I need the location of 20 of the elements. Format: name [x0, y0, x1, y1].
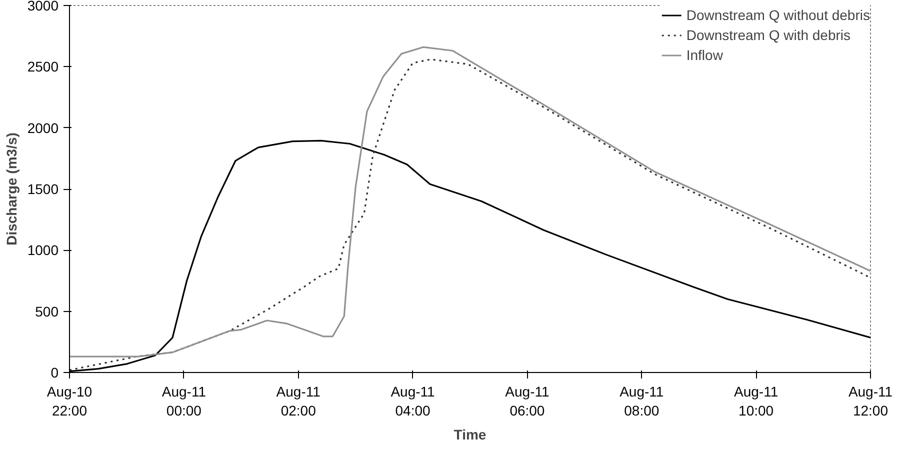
x-tick-label: Aug-11 08:00	[620, 384, 664, 419]
legend-label: Inflow	[686, 47, 723, 63]
y-tick-label: 1000	[27, 242, 59, 258]
y-tick-label: 2000	[27, 120, 59, 136]
y-tick-label: 500	[35, 303, 59, 320]
x-tick-label: Aug-11 06:00	[505, 384, 550, 419]
x-tick-label: Aug-11 10:00	[734, 384, 778, 419]
legend-label: Downstream Q without debris	[686, 7, 870, 23]
x-tick-label: Aug-11 12:00	[848, 384, 893, 419]
x-tick-label: Aug-11 02:00	[276, 384, 321, 419]
y-tick-label: 1500	[27, 181, 59, 197]
x-tick-label: Aug-10 22:00	[46, 384, 92, 419]
legend-label: Downstream Q with debris	[686, 27, 851, 43]
x-axis-title: Time	[454, 426, 486, 443]
y-tick-label: 2500	[27, 58, 59, 75]
y-axis-title: Discharge (m3/s)	[3, 132, 20, 246]
y-tick-label: 0	[50, 364, 59, 380]
x-tick-label: Aug-11 00:00	[162, 384, 206, 419]
x-tick-label: Aug-11 04:00	[390, 384, 436, 419]
y-tick-label: 3000	[27, 0, 59, 14]
